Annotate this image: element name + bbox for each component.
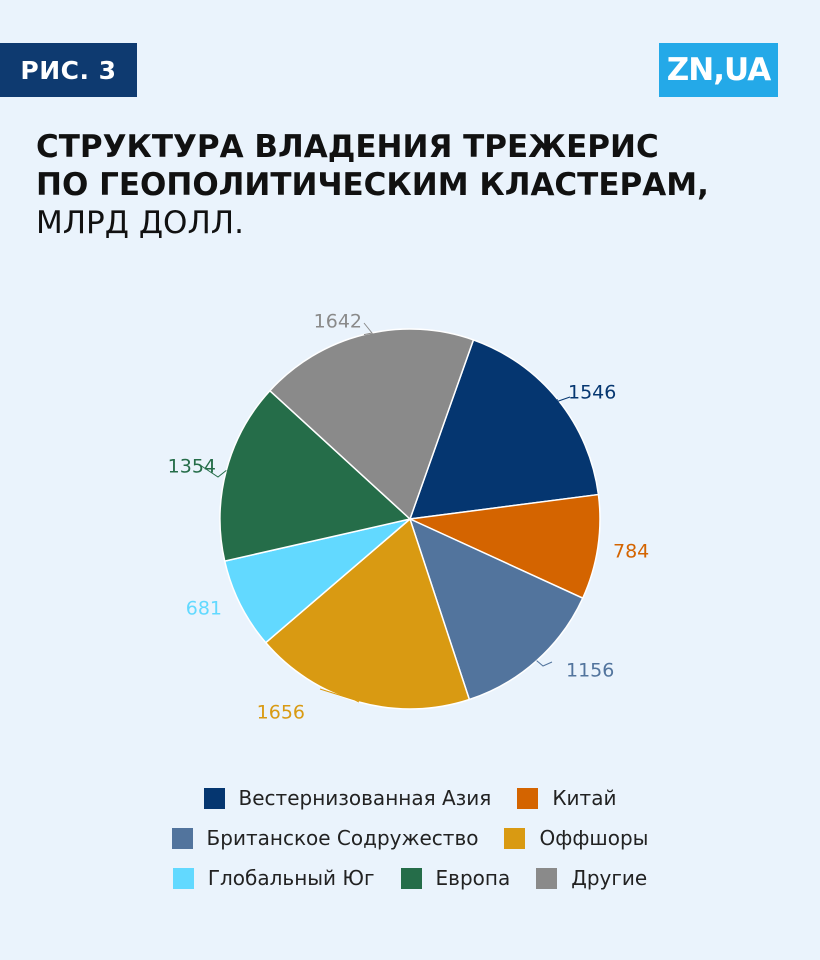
figure-badge: РИС. 3 [0,43,137,97]
data-label-британское-содружество: 1156 [566,660,614,682]
legend-row: Британское Содружество Оффшоры [0,818,820,858]
pie-slice-глобальный-юг [223,518,411,644]
legend-swatch [172,867,194,889]
leader-line-оффшоры [319,688,360,703]
pie-data-labels: 1546 784 1156 1656 681 1354 1642 [168,311,650,724]
chart-legend: Вестернизованная Азия Китай Британское Сод… [0,778,820,898]
chart-title: СТРУКТУРА ВЛАДЕНИЯ ТРЕЖЕРИС ПО ГЕОПОЛИТИ… [36,128,796,242]
logo-text: ZN,UA [666,52,771,88]
legend-label: Китай [552,786,617,810]
legend-row: Вестернизованная Азия Китай [0,778,820,818]
leader-line-вестернизованная-азия [549,396,571,405]
pie-slice-китай [407,493,601,600]
legend-swatch [203,787,225,809]
data-label-вестернизованная-азия: 1546 [568,382,616,404]
pie-leader-lines [199,322,571,703]
legend-swatch [171,827,193,849]
title-line-2: ПО ГЕОПОЛИТИЧЕСКИМ КЛАСТЕРАМ, [36,167,709,203]
pie-slices [219,328,601,710]
pie-slice-европа [219,389,412,562]
pie-slice-оффшоры [264,517,471,710]
legend-item-британское-содружество: Британское Содружество [171,826,479,850]
data-label-китай: 784 [613,541,649,563]
legend-swatch [517,787,539,809]
legend-label: Европа [435,866,511,890]
legend-item-глобальный-юг: Глобальный Юг [172,866,375,890]
legend-swatch [536,867,558,889]
leader-line-другие [363,322,373,336]
leader-line-британское-содружество [536,660,553,667]
legend-label: Британское Содружество [206,826,479,850]
legend-swatch [400,867,422,889]
logo-speech-bubble [659,43,778,97]
data-label-оффшоры: 1656 [257,702,305,724]
title-line-1: СТРУКТУРА ВЛАДЕНИЯ ТРЕЖЕРИС [36,129,659,165]
legend-swatch [504,827,526,849]
legend-item-китай: Китай [517,786,616,810]
legend-label: Другие [571,866,648,890]
data-label-глобальный-юг: 681 [186,598,222,620]
legend-item-вестернизованная-азия: Вестернизованная Азия [203,786,492,810]
legend-item-оффшоры: Оффшоры [504,826,648,850]
zn-ua-logo [659,43,778,97]
legend-item-европа: Европа [400,866,511,890]
pie-chart: 1546 784 1156 1656 681 1354 1642 [168,311,650,724]
legend-label: Вестернизованная Азия [238,786,492,810]
legend-label: Глобальный Юг [207,866,375,890]
title-line-3: МЛРД ДОЛЛ. [36,205,244,241]
legend-row: Глобальный Юг Европа Другие [0,858,820,898]
data-label-европа: 1354 [168,456,216,478]
leader-line-европа [199,464,227,478]
data-label-другие: 1642 [314,311,362,333]
legend-label: Оффшоры [539,826,649,850]
legend-item-другие: Другие [536,866,647,890]
